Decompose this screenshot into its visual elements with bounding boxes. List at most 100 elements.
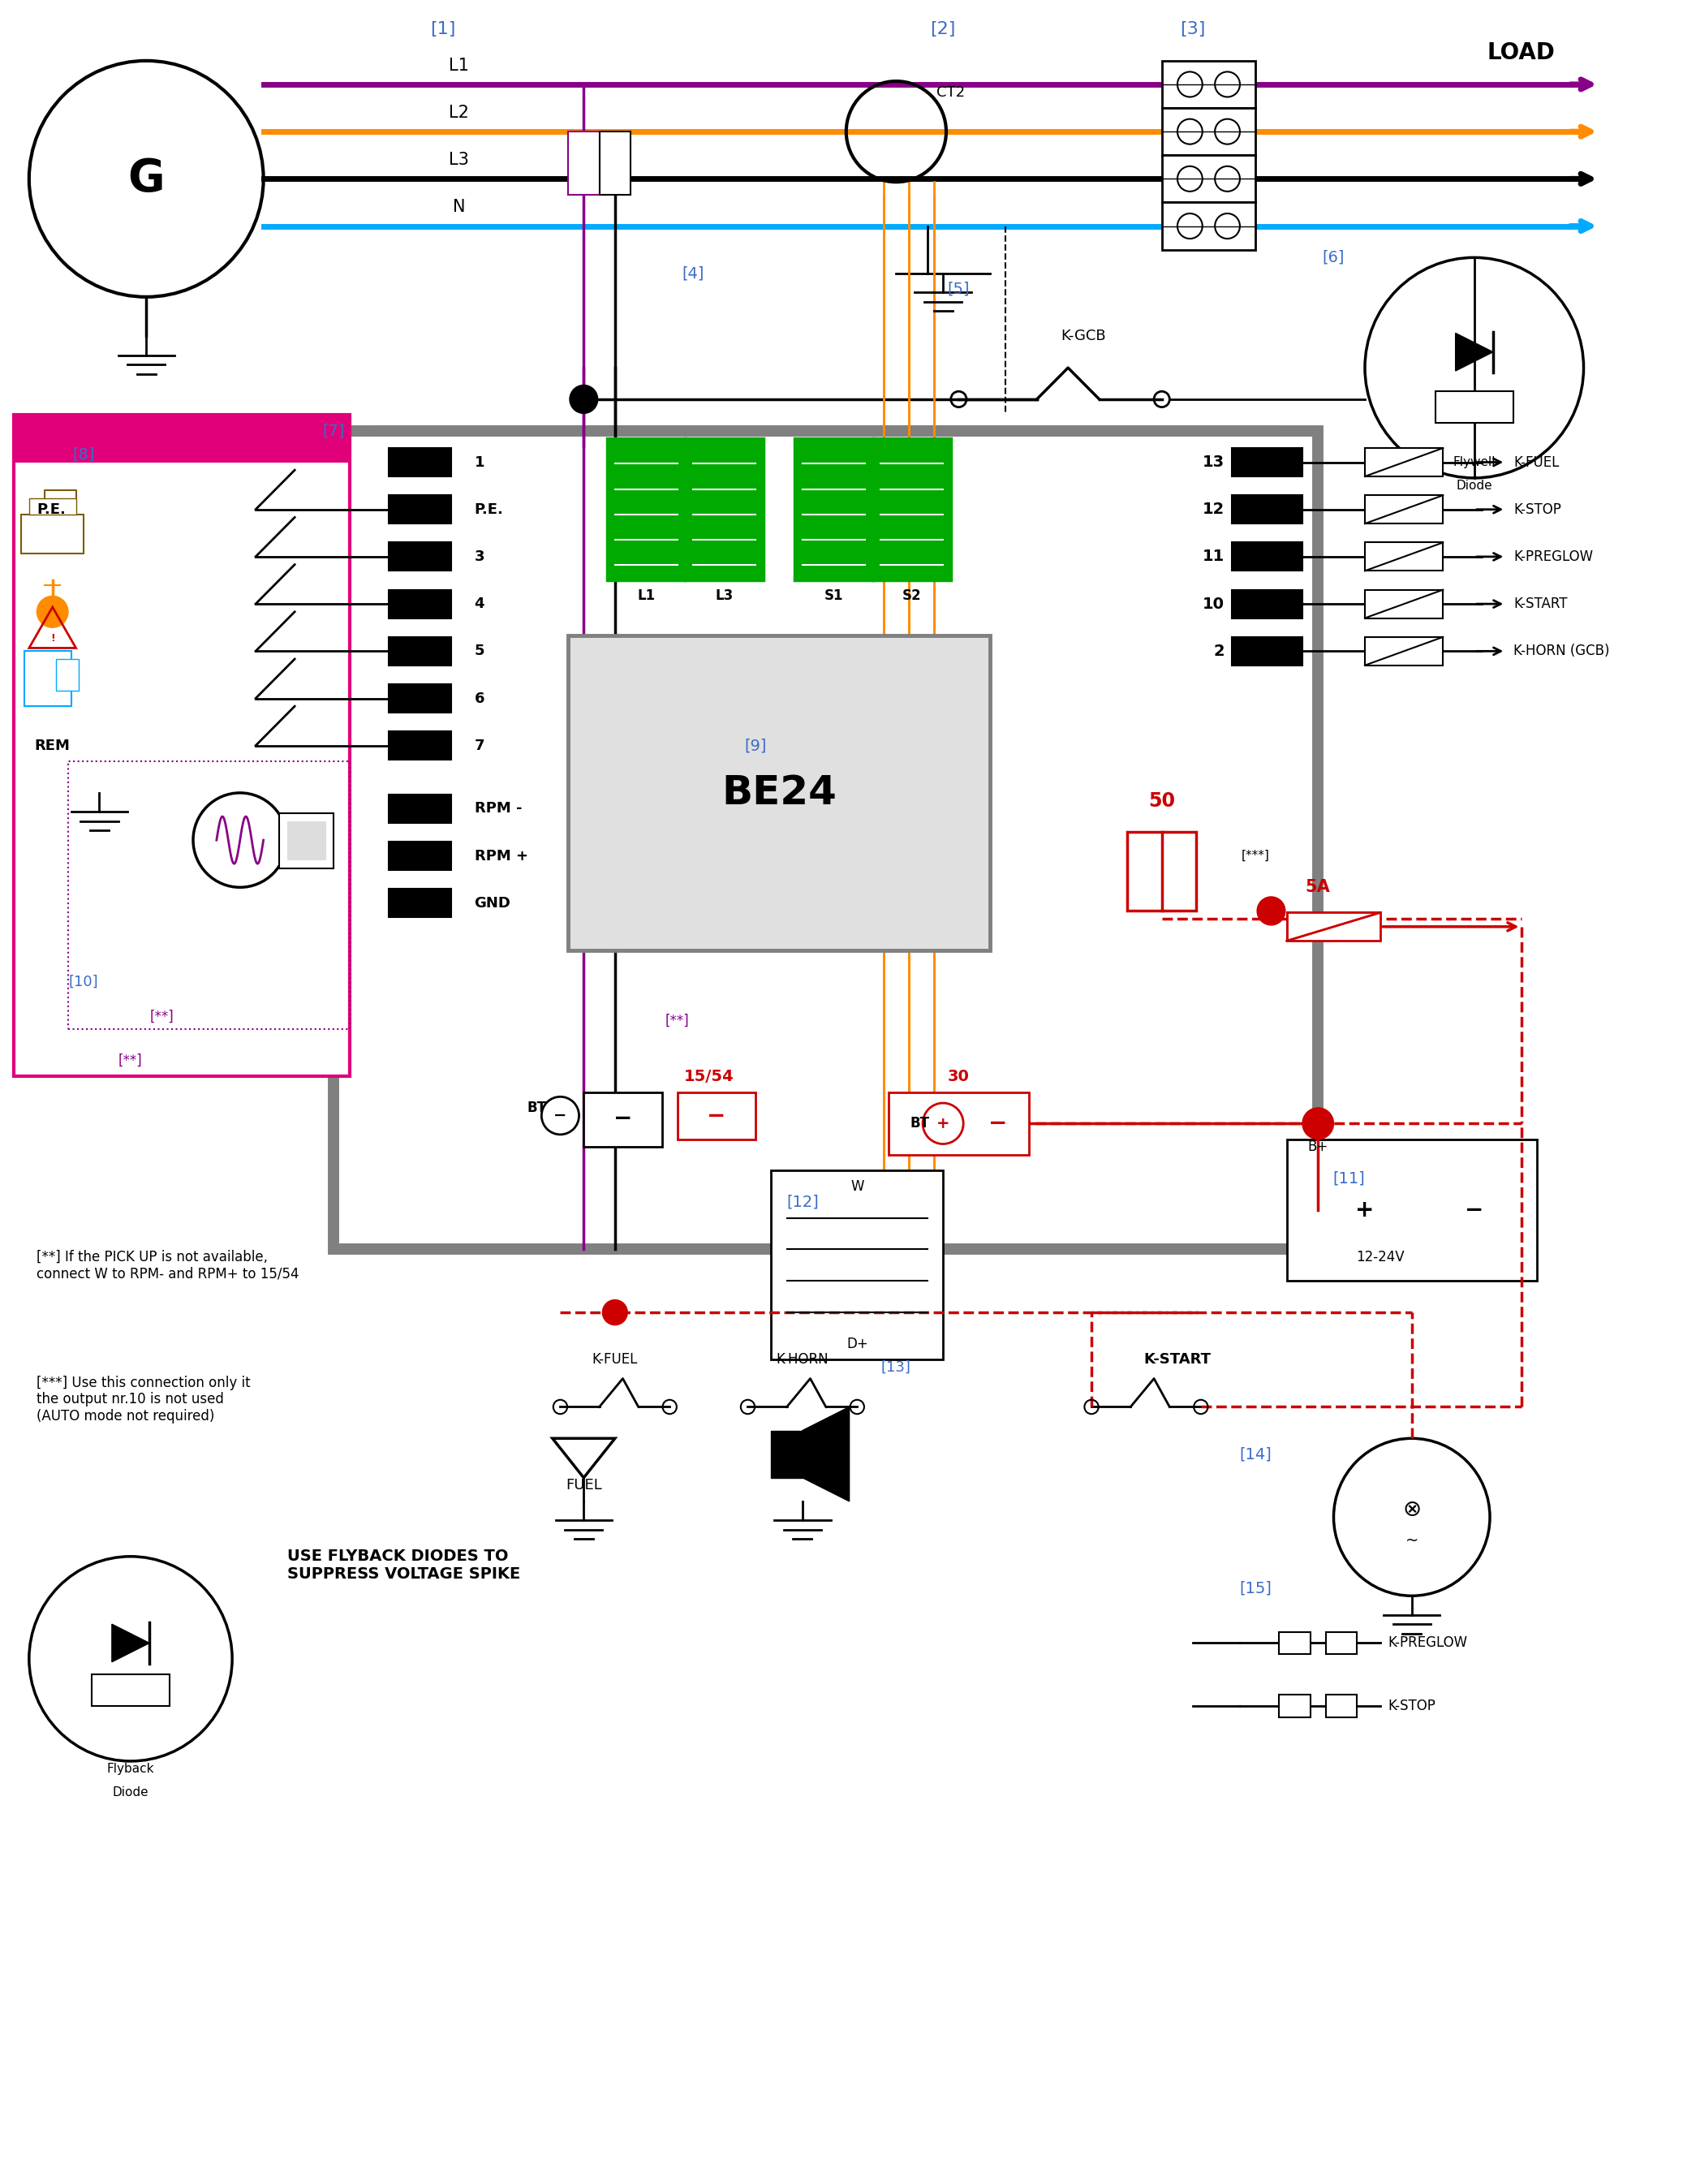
Text: RPM -: RPM - (475, 802, 522, 817)
Text: −: − (988, 1112, 1006, 1136)
Bar (584, 1092, 661, 1147)
Text: +: + (936, 1116, 949, 1131)
Bar (1365, 638, 1442, 666)
Polygon shape (1456, 334, 1493, 371)
Text: L1: L1 (638, 590, 655, 603)
Text: N: N (453, 199, 465, 216)
Bar (1232, 448, 1303, 476)
Text: G: G (128, 157, 165, 201)
FancyBboxPatch shape (569, 636, 990, 950)
Bar (889, 1092, 1028, 1155)
Bar (279, 812, 333, 869)
Text: 13: 13 (1202, 454, 1224, 470)
Text: 12: 12 (1202, 502, 1224, 518)
Text: BT: BT (527, 1101, 547, 1116)
Bar (1287, 1140, 1537, 1282)
Text: K-PREGLOW: K-PREGLOW (1513, 550, 1592, 563)
Bar (794, 439, 873, 581)
Bar (1232, 542, 1303, 570)
Text: L2: L2 (449, 105, 470, 120)
Text: Flyback: Flyback (108, 1762, 155, 1776)
Bar (1436, 391, 1513, 424)
Text: [10]: [10] (69, 974, 99, 989)
Polygon shape (803, 1406, 850, 1500)
Text: [1]: [1] (431, 22, 456, 37)
Text: Diode: Diode (113, 1787, 148, 1800)
Text: [11]: [11] (1333, 1171, 1365, 1186)
Text: !: ! (50, 633, 56, 644)
Text: BT: BT (911, 1116, 929, 1131)
Text: K-FUEL: K-FUEL (1513, 454, 1558, 470)
Text: [***]: [***] (1242, 850, 1269, 863)
Circle shape (569, 384, 597, 413)
Text: [9]: [9] (744, 738, 767, 753)
Circle shape (603, 1299, 628, 1326)
Text: 5: 5 (475, 644, 485, 657)
Bar (389, 496, 451, 524)
Text: [13]: [13] (882, 1361, 911, 1376)
Bar (1279, 1631, 1309, 1653)
Bar (389, 590, 451, 618)
Text: [14]: [14] (1239, 1446, 1272, 1461)
Bar (1232, 638, 1303, 666)
Bar (1326, 1631, 1356, 1653)
Text: −: − (554, 1107, 567, 1123)
Bar (1365, 496, 1442, 524)
Bar (389, 889, 451, 917)
Bar (56, 660, 79, 690)
Text: −: − (613, 1107, 633, 1129)
Bar (333, 430, 1318, 1249)
Circle shape (1303, 1107, 1333, 1140)
Circle shape (1257, 898, 1286, 926)
Text: B+: B+ (1308, 1140, 1328, 1155)
Text: [4]: [4] (682, 266, 703, 282)
Text: BE24: BE24 (722, 773, 836, 812)
Text: P.E.: P.E. (37, 502, 66, 518)
Bar (389, 638, 451, 666)
Text: K-PREGLOW: K-PREGLOW (1388, 1636, 1468, 1651)
Text: 6: 6 (475, 690, 485, 705)
Bar (389, 795, 451, 823)
Text: K-GCB: K-GCB (1060, 330, 1106, 343)
Text: [**] If the PICK UP is not available,
connect W to RPM- and RPM+ to 15/54: [**] If the PICK UP is not available, co… (37, 1249, 300, 1282)
Bar (1287, 913, 1380, 941)
Text: K-HORN (GCB): K-HORN (GCB) (1513, 644, 1609, 657)
Bar (599, 131, 631, 194)
Text: P.E.: P.E. (475, 502, 503, 518)
Text: S2: S2 (902, 590, 921, 603)
Text: Flywell: Flywell (1452, 456, 1496, 467)
Text: K-START: K-START (1513, 596, 1567, 612)
Bar (13, 415, 350, 1077)
Text: 7: 7 (475, 738, 485, 753)
Text: K-START: K-START (1144, 1352, 1212, 1367)
Bar (1365, 448, 1442, 476)
Bar (91, 1675, 170, 1706)
Text: Diode: Diode (1456, 480, 1493, 491)
Text: RPM +: RPM + (475, 850, 528, 863)
Text: [**]: [**] (665, 1013, 690, 1029)
Text: 1: 1 (475, 454, 485, 470)
Text: L3: L3 (715, 590, 734, 603)
Bar (22, 513, 84, 553)
Polygon shape (771, 1431, 803, 1479)
Bar (873, 439, 951, 581)
Text: 15/54: 15/54 (683, 1068, 734, 1083)
Text: K-STOP: K-STOP (1513, 502, 1562, 518)
Text: [7]: [7] (323, 424, 345, 439)
Text: GND: GND (475, 895, 510, 911)
Text: D+: D+ (847, 1337, 868, 1352)
Text: 5A: 5A (1306, 880, 1331, 895)
Bar (389, 448, 451, 476)
Text: 12-24V: 12-24V (1356, 1249, 1405, 1265)
Bar (1232, 496, 1303, 524)
Bar (389, 684, 451, 712)
Text: 11: 11 (1202, 548, 1224, 563)
Bar (1161, 155, 1256, 203)
Text: +: + (1355, 1199, 1375, 1221)
Bar (569, 131, 599, 194)
Text: [3]: [3] (1180, 22, 1205, 37)
Bar (771, 1171, 942, 1361)
Bar (608, 439, 685, 581)
Text: S1: S1 (825, 590, 843, 603)
Bar (286, 821, 327, 860)
